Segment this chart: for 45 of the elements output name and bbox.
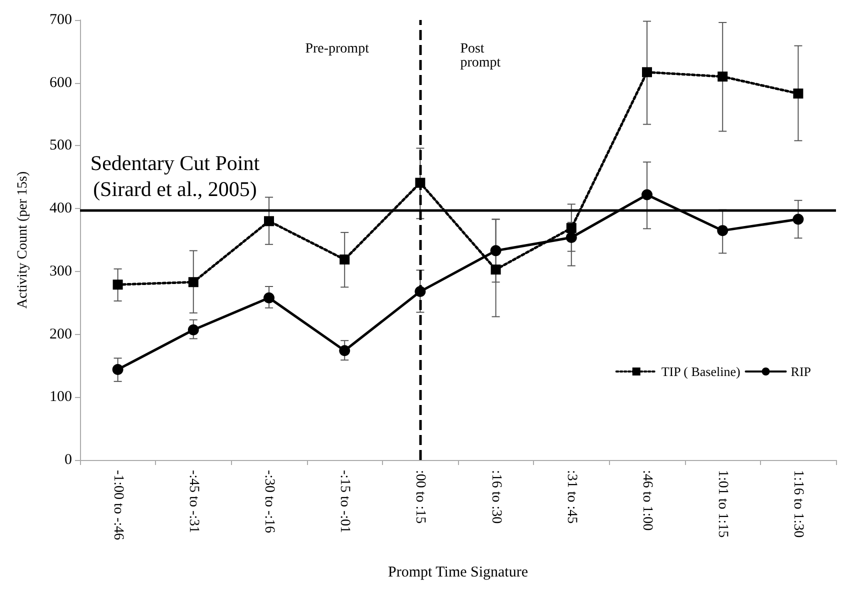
y-tick-label: 100 — [50, 389, 72, 406]
annotation: Pre-prompt — [305, 42, 370, 56]
legend-label: TIP ( Baseline) — [661, 364, 740, 379]
point — [112, 364, 124, 375]
point — [642, 189, 652, 200]
point — [566, 223, 576, 234]
point — [264, 292, 274, 304]
point — [339, 345, 350, 356]
ref-line-label: Sedentary Cut Point (Sirard et al., 2005) — [90, 150, 260, 201]
point — [566, 232, 577, 243]
y-tick-label: 0 — [64, 452, 72, 468]
point — [793, 88, 804, 99]
annotation: Post prompt — [460, 42, 501, 70]
x-tick-label: :46 to 1:00 — [640, 470, 654, 531]
x-tick-label: -:15 to -:01 — [337, 470, 352, 533]
point — [188, 324, 199, 336]
x-tick-label: :31 to :45 — [564, 470, 579, 524]
point — [717, 225, 728, 236]
y-tick-label: 400 — [50, 200, 72, 217]
point — [340, 254, 350, 264]
y-tick-label: 600 — [50, 74, 72, 91]
point — [490, 245, 502, 256]
y-tick-label: 500 — [50, 138, 72, 154]
point — [415, 178, 426, 188]
x-tick-label: -1:00 to -:46 — [110, 470, 126, 540]
x-tick-label: :00 to :15 — [412, 470, 428, 524]
point — [642, 67, 652, 78]
y-tick-label: 300 — [50, 263, 72, 280]
y-tick-label: 200 — [50, 326, 72, 342]
point — [112, 280, 123, 290]
y-axis-title: Activity Count (per 15s) — [16, 171, 30, 309]
point — [188, 277, 198, 288]
point — [264, 216, 274, 226]
x-axis-title: Prompt Time Signature — [388, 564, 528, 580]
x-tick-label: :16 to :30 — [488, 470, 504, 524]
point — [414, 286, 426, 298]
legend-label: RIP — [790, 364, 812, 379]
x-tick-label: 1:16 to 1:30 — [790, 470, 806, 538]
x-tick-label: -:45 to -:31 — [186, 470, 201, 533]
x-tick-label: 1:01 to 1:15 — [715, 470, 730, 538]
point — [792, 214, 804, 225]
y-tick-label: 700 — [50, 12, 72, 28]
x-tick-label: -:30 to -:16 — [262, 470, 276, 533]
point — [718, 72, 728, 82]
point — [490, 264, 501, 275]
